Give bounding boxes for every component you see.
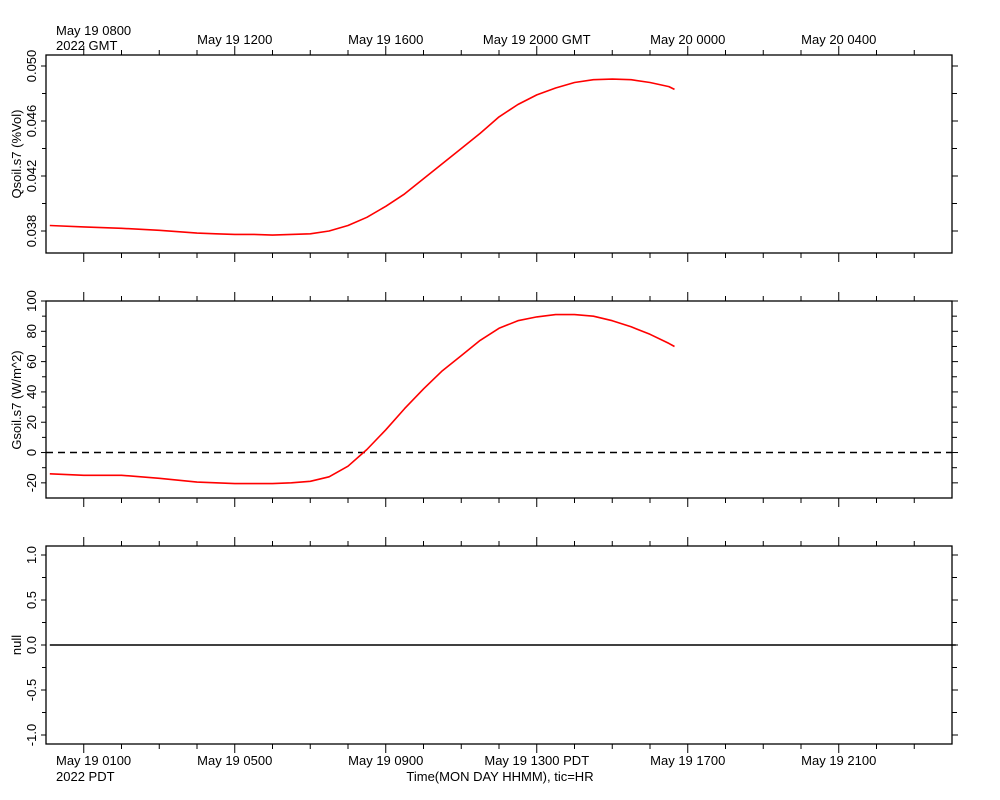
bottom-axis-corner-label: 2022 PDT [56, 769, 115, 784]
top-tick-label: May 19 1200 [197, 32, 272, 47]
bottom-tick-label: May 19 0500 [197, 753, 272, 768]
top-tick-label: May 19 2000 GMT [483, 32, 591, 47]
top-axis-corner-label-line1: May 19 0800 [56, 23, 131, 38]
null-panel: null -1.0 -0.5 0.0 0.5 1.0 [9, 537, 958, 753]
bottom-tick-label: May 19 2100 [801, 753, 876, 768]
y-tick-label: -0.5 [24, 679, 39, 701]
y-tick-label: -1.0 [24, 724, 39, 746]
y-tick-label: 0.038 [24, 215, 39, 248]
bottom-time-axis: May 19 0100 May 19 0500 May 19 0900 May 19 … [56, 753, 876, 784]
bottom-tick-label: May 19 0100 [56, 753, 131, 768]
top-axis-tick-labels: May 19 1200 May 19 1600 May 19 2000 GMT May… [197, 32, 876, 47]
top-axis-corner-label-line2: 2022 GMT [56, 38, 117, 53]
plot-frame [45, 300, 953, 499]
y-tick-label: 0.5 [24, 591, 39, 609]
series-line [49, 313, 675, 485]
plot-frame [45, 54, 953, 254]
y-tick-label: 1.0 [24, 546, 39, 564]
top-tick-label: May 20 0400 [801, 32, 876, 47]
bottom-tick-label: May 19 1300 PDT [484, 753, 589, 768]
bottom-axis-tick-labels: May 19 0100 May 19 0500 May 19 0900 May 19 … [56, 753, 876, 768]
y-tick-label: 0 [24, 449, 39, 456]
series-line [49, 78, 675, 236]
top-time-axis: May 19 0800 2022 GMT May 19 1200 May 19 1… [56, 23, 876, 53]
bottom-tick-label: May 19 1700 [650, 753, 725, 768]
bottom-tick-label: May 19 0900 [348, 753, 423, 768]
top-tick-label: May 19 1600 [348, 32, 423, 47]
y-axis-label: Gsoil.s7 (W/m^2) [9, 350, 24, 449]
y-axis-label: null [9, 635, 24, 655]
y-axis-label: Qsoil.s7 (%Vol) [9, 110, 24, 199]
y-tick-label: 0.050 [24, 50, 39, 83]
y-tick-label: 100 [24, 290, 39, 312]
y-tick-label: 80 [24, 324, 39, 338]
y-tick-label: 20 [24, 415, 39, 429]
y-tick-label: 40 [24, 385, 39, 399]
y-tick-label: 0.042 [24, 160, 39, 193]
y-tick-label: 0.046 [24, 105, 39, 138]
soil-heat-flux-panel: Gsoil.s7 (W/m^2) -20 0 20 40 60 80 100 [9, 290, 958, 507]
y-tick-label: -20 [24, 473, 39, 492]
y-tick-label: 0.0 [24, 636, 39, 654]
top-tick-label: May 20 0000 [650, 32, 725, 47]
soil-moisture-panel: Qsoil.s7 (%Vol) 0.038 0.042 0.046 0.050 [9, 46, 958, 262]
x-axis-title: Time(MON DAY HHMM), tic=HR [406, 769, 593, 784]
y-tick-label: 60 [24, 354, 39, 368]
